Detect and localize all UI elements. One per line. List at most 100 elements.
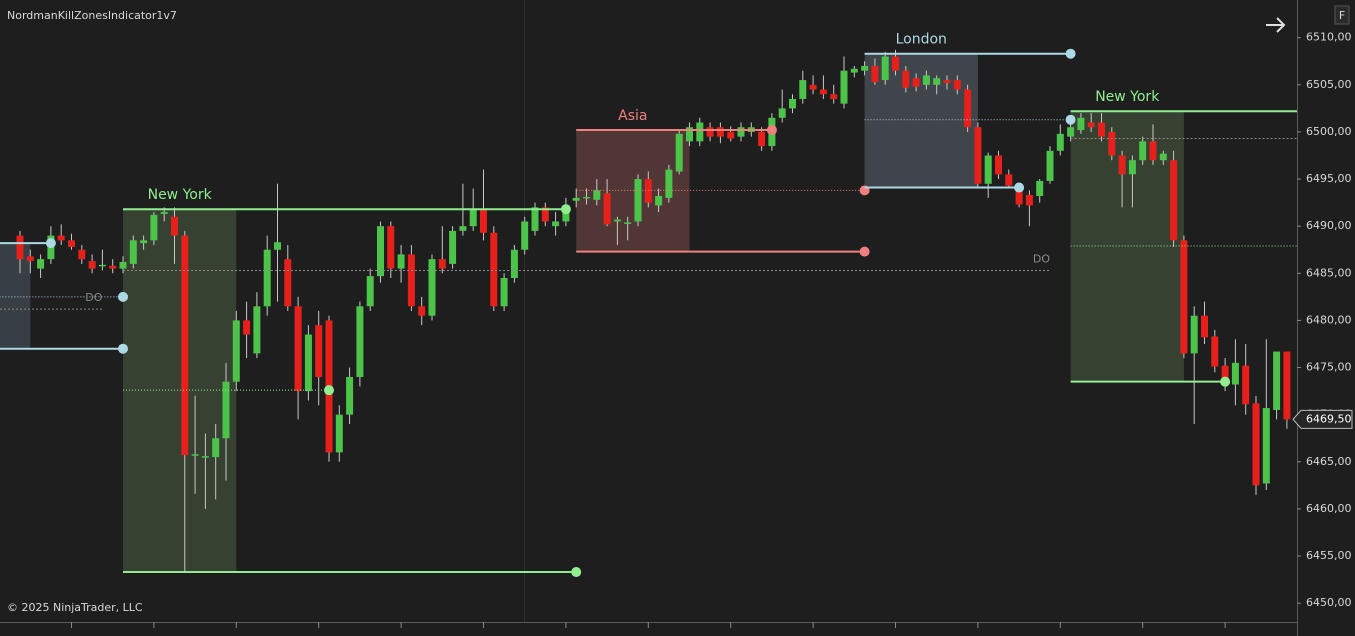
do-label: DO <box>1033 252 1050 265</box>
candle-body <box>1056 133 1064 151</box>
level-end-dot <box>1220 376 1231 387</box>
candle-body <box>181 235 189 456</box>
candle-body <box>1108 131 1116 156</box>
overlay: New York Asia London New York DO DO <box>0 32 1297 578</box>
candle-body <box>150 214 158 241</box>
candle-body <box>861 65 869 71</box>
candle-body <box>1283 351 1291 420</box>
candle-body <box>212 438 220 458</box>
candle-body <box>284 259 292 307</box>
session-label: London <box>896 32 947 48</box>
session-label: Asia <box>618 108 647 124</box>
candle-body <box>428 259 436 316</box>
candle-body <box>552 221 560 227</box>
candle-body <box>407 254 415 307</box>
candle-body <box>1046 150 1054 181</box>
candle-body <box>541 207 549 222</box>
candle-body <box>1262 408 1270 484</box>
candle-body <box>16 235 24 260</box>
candle-body <box>366 276 374 307</box>
candle-body <box>974 127 982 184</box>
level-end-dot <box>1065 114 1076 125</box>
candle-body <box>26 256 34 262</box>
candle-body <box>665 169 673 198</box>
candle-body <box>500 278 508 307</box>
y-tick-label: 6505,00 <box>1306 78 1352 91</box>
level-end-dot <box>1065 48 1076 59</box>
candle-body <box>871 65 879 82</box>
candle-body <box>1118 155 1126 175</box>
copyright: © 2025 NinjaTrader, LLC <box>7 601 143 614</box>
candle-body <box>1170 160 1178 241</box>
level-end-dot <box>45 238 56 249</box>
candle-body <box>634 179 642 222</box>
candle-body <box>1190 315 1198 354</box>
candle-body <box>191 454 199 456</box>
scroll-arrow[interactable] <box>1266 17 1286 33</box>
candle-body <box>799 80 807 99</box>
candle-body <box>397 254 405 269</box>
f-button[interactable] <box>1334 5 1350 25</box>
level-end-dot <box>560 204 571 215</box>
candle-body <box>201 456 209 458</box>
candle-body <box>222 381 230 439</box>
level-end-dot <box>1014 182 1025 193</box>
candle-body <box>737 127 745 137</box>
candle-body <box>727 131 735 139</box>
level-end-dot <box>859 246 870 257</box>
y-tick-label: 6455,00 <box>1306 549 1352 562</box>
candle-body <box>1180 240 1188 354</box>
candle-body <box>1036 180 1044 197</box>
candle-body <box>1159 153 1167 161</box>
candle-body <box>572 197 580 201</box>
candle-body <box>922 75 930 85</box>
candle-body <box>1128 160 1136 175</box>
candle-body <box>830 94 838 99</box>
last-price-label: 6469,50 <box>1306 412 1352 425</box>
candle-body <box>377 226 384 277</box>
candle-body <box>57 235 65 241</box>
candle-body <box>335 414 343 453</box>
candle-body <box>140 240 148 244</box>
do-label: DO <box>85 291 102 304</box>
candle-body <box>274 242 281 250</box>
y-tick-label: 6500,00 <box>1306 125 1352 138</box>
candle-body <box>1067 127 1075 137</box>
candle-body <box>716 127 724 137</box>
candle-body <box>655 196 663 206</box>
candle-body <box>953 80 961 90</box>
session-label: New York <box>148 187 213 203</box>
candle-body <box>1139 141 1147 161</box>
candle-body <box>521 221 529 250</box>
candle-body <box>758 131 766 147</box>
candle-body <box>510 249 518 279</box>
arrow-head[interactable] <box>1276 17 1286 33</box>
candle-body <box>1211 336 1219 367</box>
candle-body <box>88 261 96 269</box>
candle-body <box>562 207 570 222</box>
y-tick-label: 6475,00 <box>1306 361 1352 374</box>
candle-body <box>1273 351 1281 410</box>
candle-body <box>603 193 611 225</box>
candle-body <box>98 264 106 267</box>
candle-body <box>1015 188 1023 205</box>
candle-body <box>995 155 1002 175</box>
candle-body <box>37 259 45 269</box>
candle-body <box>819 89 827 95</box>
y-tick-label: 6465,00 <box>1306 455 1352 468</box>
session-box <box>864 53 978 188</box>
candle-body <box>706 127 714 137</box>
level-end-dot <box>118 343 128 354</box>
f-button-label[interactable]: F <box>1339 9 1345 22</box>
candle-body <box>840 70 848 104</box>
candle-body <box>418 306 426 316</box>
candle-body <box>263 249 271 307</box>
candle-body <box>1087 122 1095 128</box>
level-end-dot <box>118 291 128 302</box>
candle-body <box>881 56 889 81</box>
candle-body <box>1005 174 1013 186</box>
candle-body <box>850 68 858 73</box>
candle-body <box>294 306 302 392</box>
candle-body <box>315 325 323 377</box>
